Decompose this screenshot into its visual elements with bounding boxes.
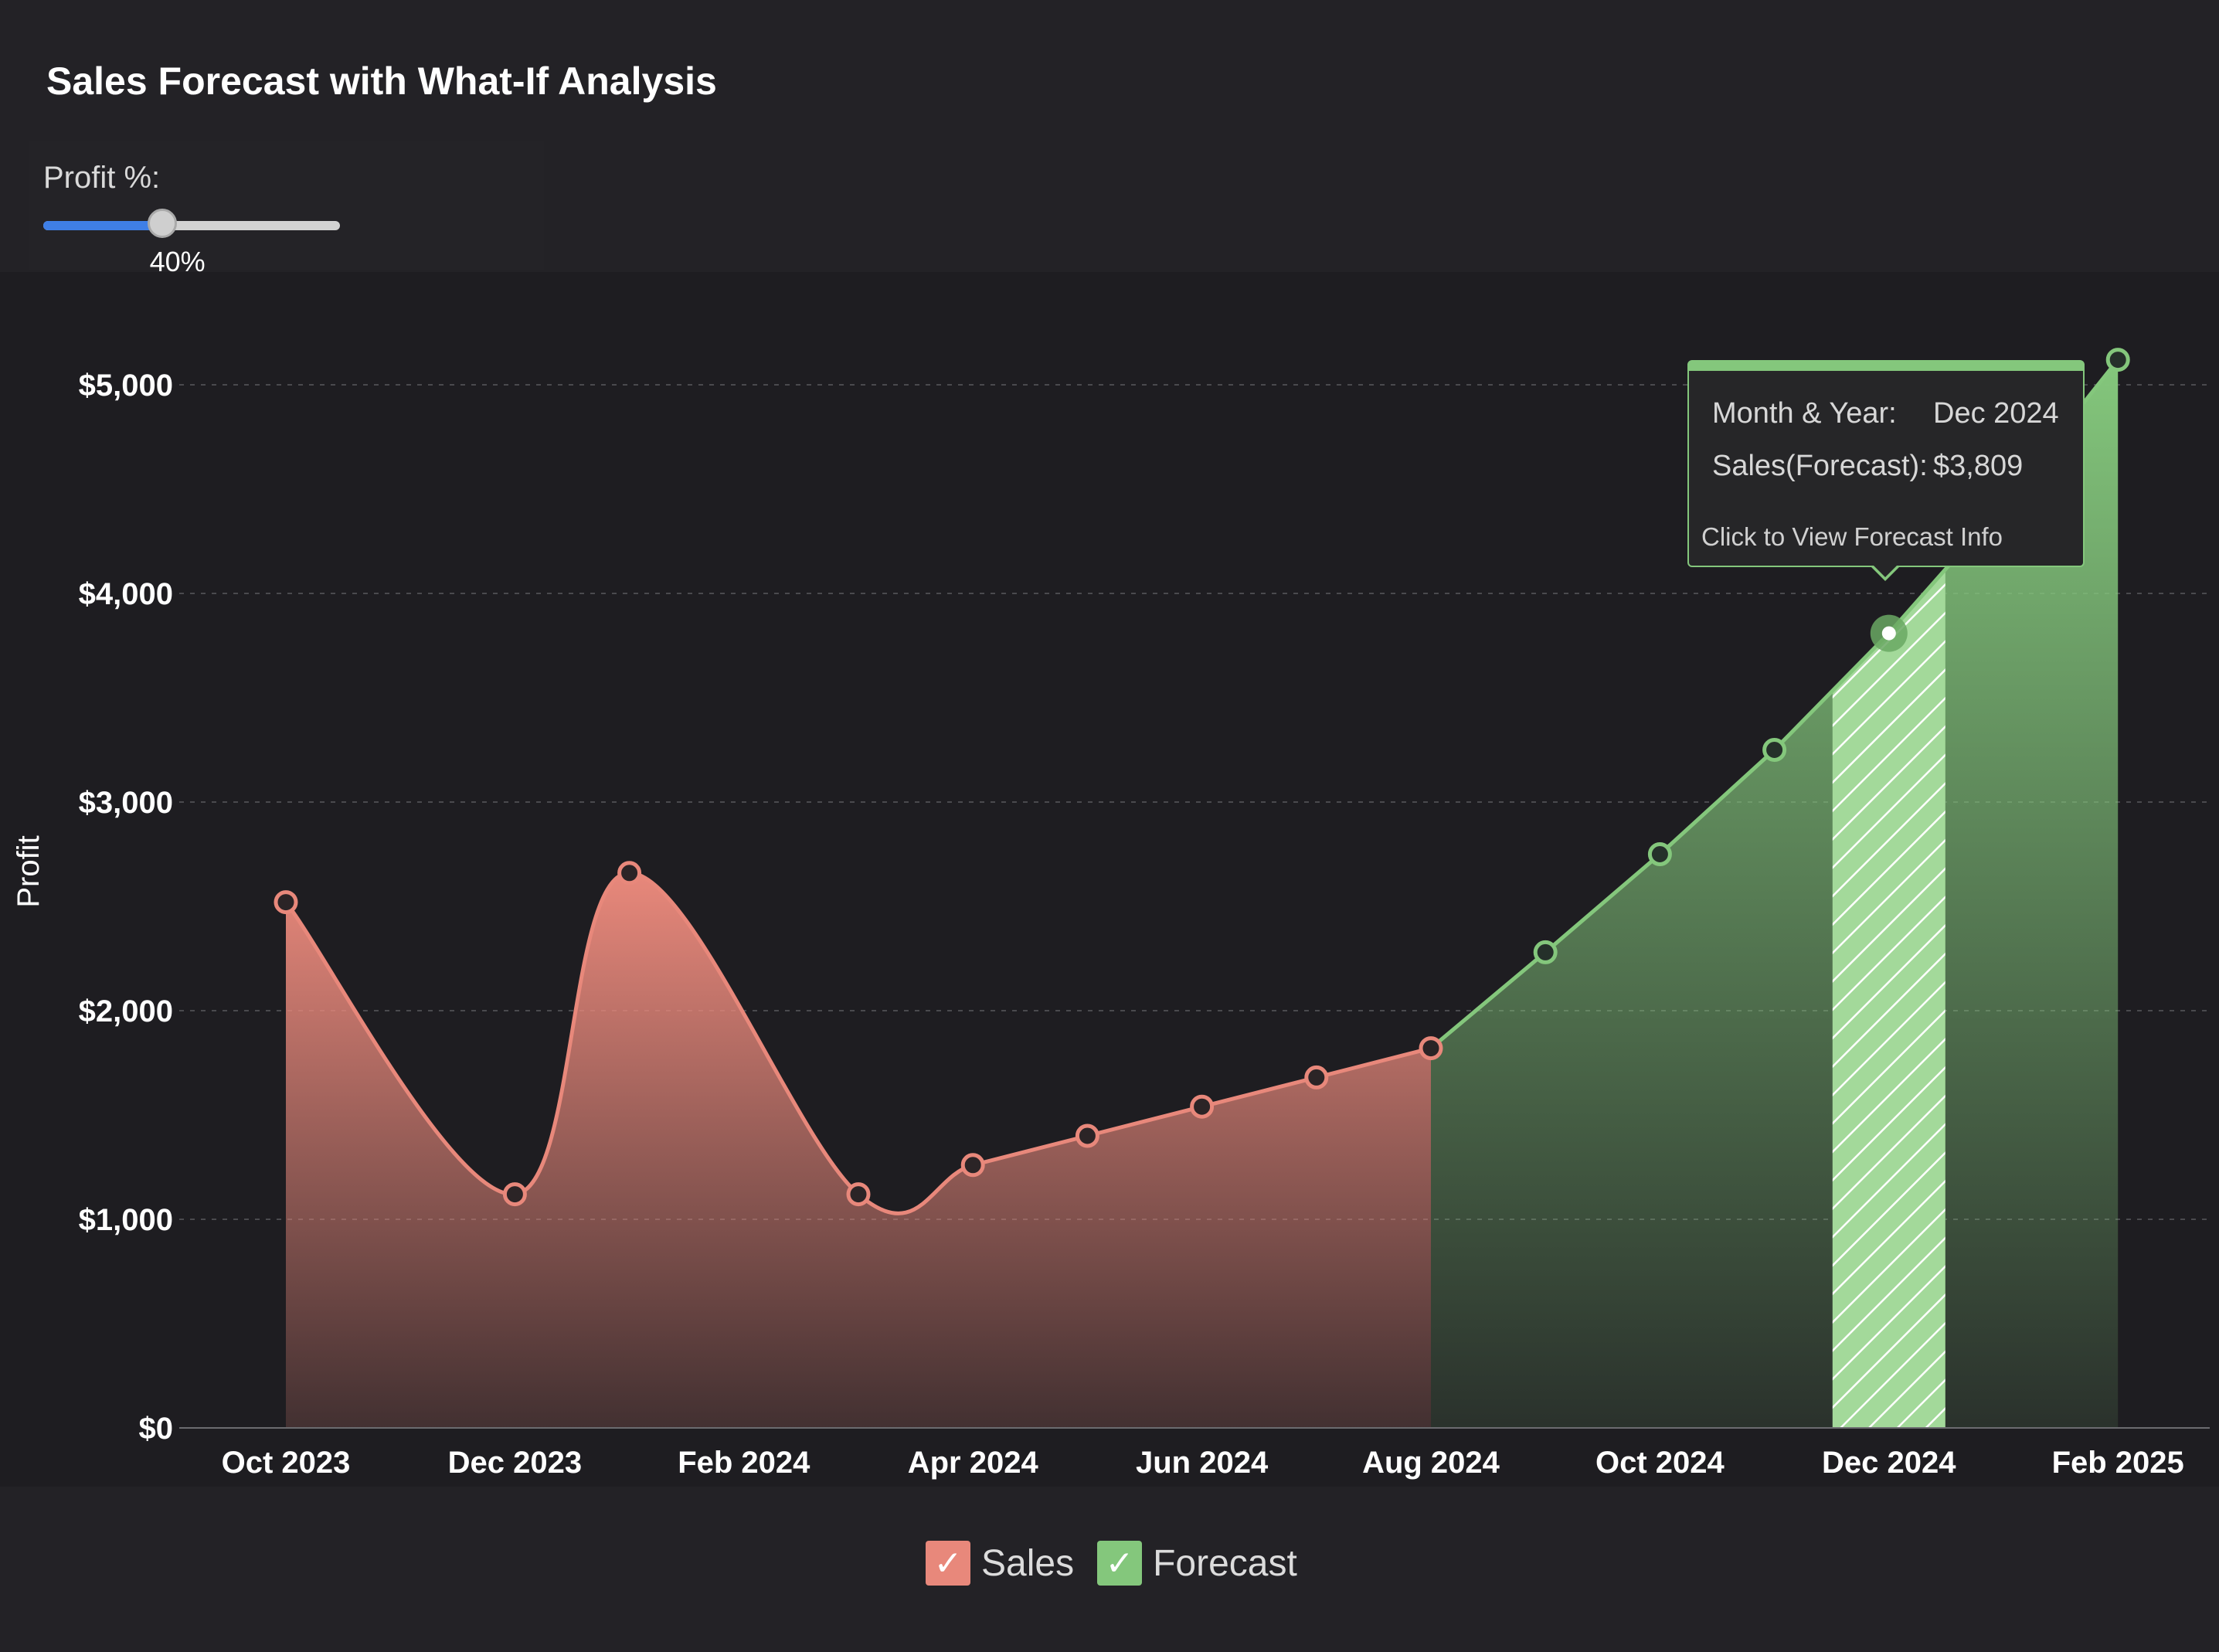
sales-point[interactable] (846, 1182, 871, 1207)
legend-checkbox-forecast[interactable]: ✓ (1097, 1541, 1143, 1586)
marker-layer (274, 348, 2130, 1207)
profit-slider-fill (43, 221, 162, 230)
forecast-point[interactable] (1762, 738, 1787, 762)
y-tick-label: $4,000 (79, 577, 173, 611)
y-axis-title: Profit (12, 835, 46, 907)
x-tick-label: Apr 2024 (908, 1446, 1039, 1480)
sales-point[interactable] (502, 1182, 527, 1207)
sales-point[interactable] (960, 1153, 985, 1178)
tooltip-value-sales: $3,809 (1933, 450, 2024, 482)
forecast-point-active[interactable] (1881, 626, 1896, 641)
y-tick-label: $3,000 (79, 786, 173, 820)
sales-point[interactable] (1075, 1123, 1099, 1148)
sales-point[interactable] (1419, 1036, 1443, 1061)
profit-slider-track[interactable] (43, 221, 340, 230)
tooltip-label-month: Month & Year: (1712, 397, 1897, 430)
x-tick-label: Oct 2023 (222, 1446, 351, 1480)
sales-point[interactable] (617, 861, 642, 885)
sales-point[interactable] (1304, 1065, 1329, 1089)
sales-point[interactable] (1190, 1094, 1215, 1119)
y-tick-label: $2,000 (79, 994, 173, 1028)
x-tick-label: Dec 2024 (1822, 1446, 1956, 1480)
legend-checkbox-sales[interactable]: ✓ (926, 1541, 970, 1586)
what-if-control-panel: Profit %: 40% (29, 141, 544, 277)
area-layer (284, 359, 2120, 1429)
tooltip-hint-link[interactable]: Click to View Forecast Info (1701, 522, 2003, 551)
tooltip-value-month: Dec 2024 (1933, 397, 2059, 430)
forecast-point[interactable] (1533, 940, 1558, 964)
legend-item-forecast[interactable]: ✓ Forecast (1097, 1541, 1297, 1586)
chart-legend: ✓ Sales ✓ Forecast (926, 1538, 1320, 1589)
sales-area (286, 872, 1431, 1428)
legend-label-forecast: Forecast (1153, 1542, 1297, 1584)
tooltip-label-sales: Sales(Forecast): (1712, 450, 1928, 482)
forecast-point[interactable] (1647, 842, 1672, 866)
x-tick-label: Jun 2024 (1136, 1446, 1269, 1480)
sales-point[interactable] (274, 890, 298, 915)
x-tick-label: Aug 2024 (1362, 1446, 1500, 1480)
legend-label-sales: Sales (981, 1542, 1075, 1584)
y-tick-label: $5,000 (79, 369, 173, 403)
forecast-highlight-band[interactable] (1832, 569, 1945, 1428)
y-tick-label: $1,000 (79, 1203, 173, 1237)
profit-slider-thumb[interactable] (147, 209, 177, 238)
forecast-point[interactable] (2105, 348, 2130, 372)
axis-layer: $0 $1,000 $2,000 $3,000 $4,000 $5,000 Oct 2023… (79, 369, 2210, 1480)
forecast-tooltip: Month & Year: Dec 2024 Sales(Forecast): … (1687, 360, 2085, 567)
chart-title: Sales Forecast with What-If Analysis (46, 59, 717, 103)
x-tick-label: Dec 2023 (448, 1446, 582, 1480)
x-tick-label: Oct 2024 (1595, 1446, 1725, 1480)
y-tick-label: $0 (139, 1412, 174, 1446)
tooltip-arrow-inner (1872, 564, 1898, 577)
legend-item-sales[interactable]: ✓ Sales (926, 1541, 1074, 1586)
x-tick-label: Feb 2025 (2052, 1446, 2184, 1480)
slider-label: Profit %: (43, 161, 161, 195)
forecast-area (1431, 359, 2119, 1429)
x-tick-label: Feb 2024 (678, 1446, 810, 1480)
chart-plot: $0 $1,000 $2,000 $3,000 $4,000 $5,000 Oct 2023… (12, 348, 2210, 1480)
